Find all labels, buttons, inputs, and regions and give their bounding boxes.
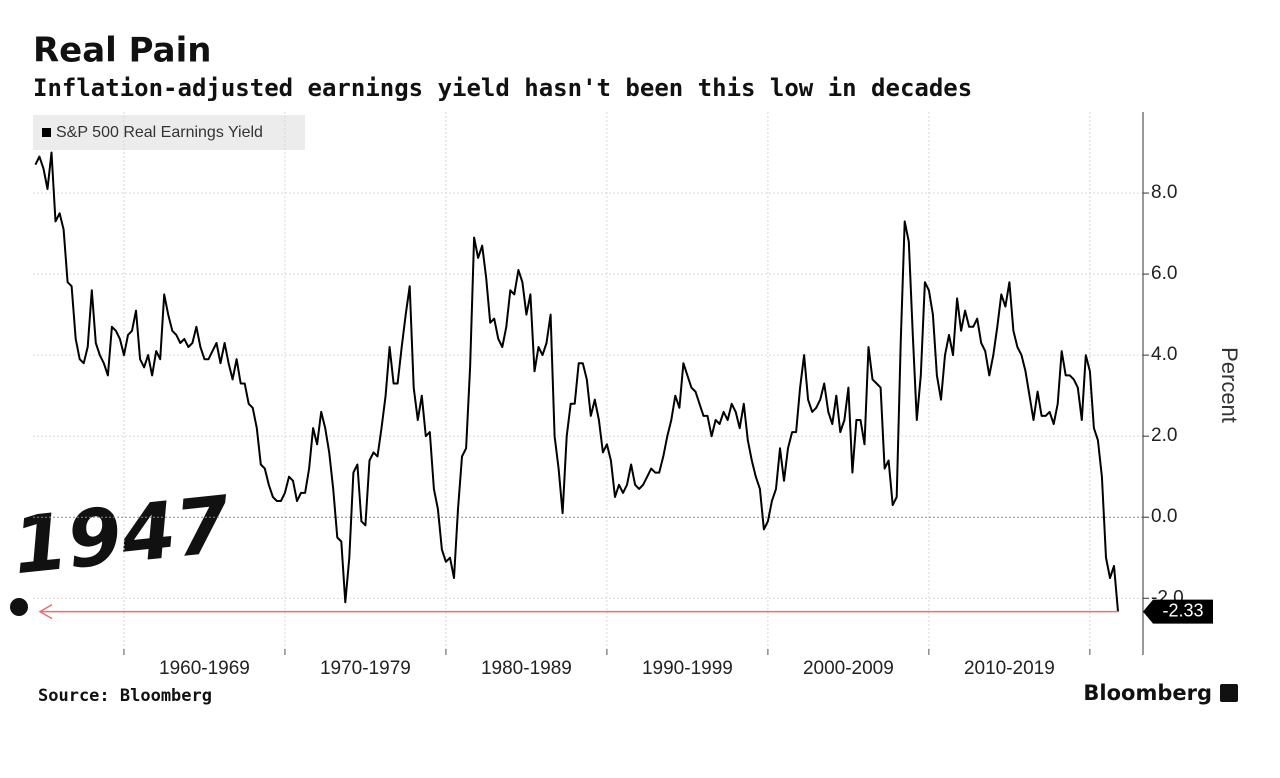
annotation-arrowhead [38,603,53,620]
legend-label: S&P 500 Real Earnings Yield [56,124,263,141]
annotation-dot [10,598,28,616]
legend-box [33,115,305,150]
brand-icon [1220,684,1238,702]
annotation: 1947 [9,480,235,592]
y-tick-label: 4.0 [1151,344,1177,365]
x-tick-label: 1970-1979 [320,658,411,679]
chart-title: Real Pain [33,31,211,71]
y-axis-label: Percent [1217,347,1242,423]
y-tick-label: 8.0 [1151,182,1177,203]
x-tick-label: 2000-2009 [803,658,894,679]
x-tick-label: 2010-2019 [964,658,1055,679]
last-value-box [1143,599,1213,624]
y-tick-label: 2.0 [1151,425,1177,446]
x-tick-label: 1960-1969 [159,658,250,679]
series-line [34,151,1119,612]
source: Source: Bloomberg [38,686,212,706]
brand: Bloomberg [1083,681,1212,705]
x-tick-label: 1980-1989 [481,658,572,679]
last-value-label: -2.33 [1162,600,1203,620]
legend-swatch [42,128,51,137]
x-tick-label: 1990-1999 [642,658,733,679]
y-tick-label: 0.0 [1151,506,1177,527]
chart-subtitle: Inflation-adjusted earnings yield hasn't… [33,74,972,102]
y-tick-label: 6.0 [1151,263,1177,284]
